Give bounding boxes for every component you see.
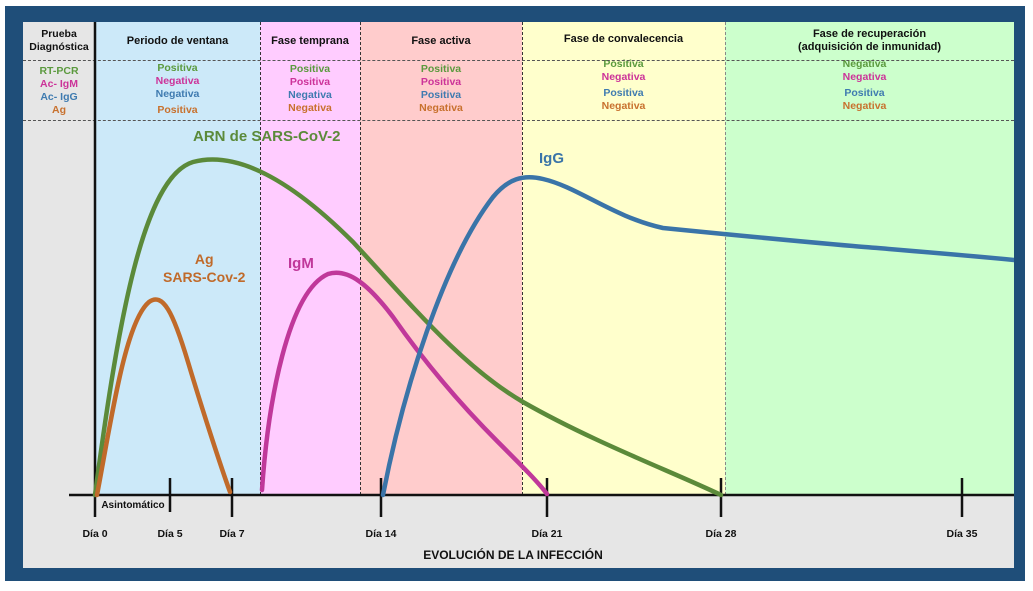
result-ag: Negativa xyxy=(419,102,463,114)
test-ag: Ag xyxy=(52,104,66,116)
igm-curve xyxy=(259,270,550,497)
phase-header-line2: (adquisición de inmunidad) xyxy=(798,41,941,53)
phase-temprana: Fase temprana Positiva Positiva Negativa… xyxy=(260,22,360,495)
phase-divider xyxy=(725,22,726,495)
arn-curve xyxy=(92,157,724,498)
test-rtpcr: RT-PCR xyxy=(39,65,79,77)
phase-header: Periodo de ventana xyxy=(126,34,229,47)
tick-dia-5: Día 5 xyxy=(157,528,183,540)
result-ag: Negativa xyxy=(842,99,887,112)
result-igm: Negativa xyxy=(601,70,646,83)
chart-svg xyxy=(69,22,1014,517)
ag-label-line1: Ag xyxy=(194,251,214,267)
result-igg: Negativa xyxy=(155,87,200,100)
test-column-header: Prueba Diagnóstica xyxy=(29,28,89,53)
header-divider xyxy=(23,60,1014,61)
diagram-panel: Prueba Diagnóstica RT-PCR Ac- IgM Ac- Ig… xyxy=(23,22,1014,568)
phase-results: Positiva Positiva Positiva Negativa xyxy=(360,60,522,118)
ag-label-line2: SARS-Cov-2 xyxy=(163,269,246,285)
result-igg: Positiva xyxy=(603,86,644,99)
test-column: Prueba Diagnóstica RT-PCR Ac- IgM Ac- Ig… xyxy=(23,22,95,495)
result-ag: Positiva xyxy=(157,103,198,116)
result-igm: Negativa xyxy=(842,70,887,83)
result-igg: Positiva xyxy=(844,86,885,99)
tick-dia-14: Día 14 xyxy=(365,528,397,540)
phase-divider xyxy=(260,22,261,495)
tick-dia-35: Día 35 xyxy=(946,528,978,540)
result-igg: Positiva xyxy=(420,89,462,101)
phase-divider xyxy=(360,22,361,495)
result-rtpcr: Positiva xyxy=(157,61,198,74)
phase-recuperacion: Fase de recuperación (adquisición de inm… xyxy=(725,22,1014,495)
tick-dia-21: Día 21 xyxy=(531,528,563,540)
igg-curve xyxy=(380,174,1014,498)
result-rtpcr: Positiva xyxy=(420,63,462,75)
asymptomatic-label: Asintomático xyxy=(101,500,165,511)
phase-header: Fase de recuperación (adquisición de inm… xyxy=(725,22,1014,60)
phase-header-line1: Fase de recuperación xyxy=(812,28,927,40)
tick-dia-28: Día 28 xyxy=(705,528,737,540)
result-igm: Positiva xyxy=(289,76,331,88)
result-igm: Positiva xyxy=(420,76,462,88)
result-ag: Negativa xyxy=(288,102,332,114)
ag-label: Ag SARS-Cov-2 xyxy=(163,250,245,286)
results-divider xyxy=(23,120,1014,121)
test-list: RT-PCR Ac- IgM Ac- IgG Ag xyxy=(23,62,95,120)
phase-header: Fase temprana xyxy=(271,34,349,47)
phase-ventana: Periodo de ventana Positiva Negativa Neg… xyxy=(95,22,260,495)
x-axis-ticks xyxy=(93,478,964,517)
phase-activa: Fase activa Positiva Positiva Positiva N… xyxy=(360,22,522,495)
phase-results: Positiva Negativa Negativa Positiva xyxy=(95,60,260,118)
phase-divider xyxy=(522,22,523,495)
igm-label: IgM xyxy=(288,255,314,272)
test-igm: Ac- IgM xyxy=(40,78,78,90)
phase-results: Positiva Positiva Negativa Negativa xyxy=(260,60,360,118)
phase-header: Fase activa xyxy=(411,34,471,47)
result-igm: Negativa xyxy=(155,74,200,87)
arn-label: ARN de SARS-CoV-2 xyxy=(193,128,341,145)
result-rtpcr: Positiva xyxy=(289,63,331,75)
ag-curve xyxy=(94,297,233,498)
igg-label: IgG xyxy=(539,150,564,167)
test-igg: Ac- IgG xyxy=(40,91,78,103)
tick-dia-7: Día 7 xyxy=(219,528,245,540)
tick-dia-0: Día 0 xyxy=(82,528,108,540)
phase-header: Fase de convalecencia xyxy=(563,32,684,45)
x-axis-title: EVOLUCIÓN DE LA INFECCIÓN xyxy=(423,548,603,562)
result-igg: Negativa xyxy=(288,89,332,101)
phase-convalecencia: Fase de convalecencia Positiva Negativa … xyxy=(522,22,725,495)
result-ag: Negativa xyxy=(601,99,646,112)
